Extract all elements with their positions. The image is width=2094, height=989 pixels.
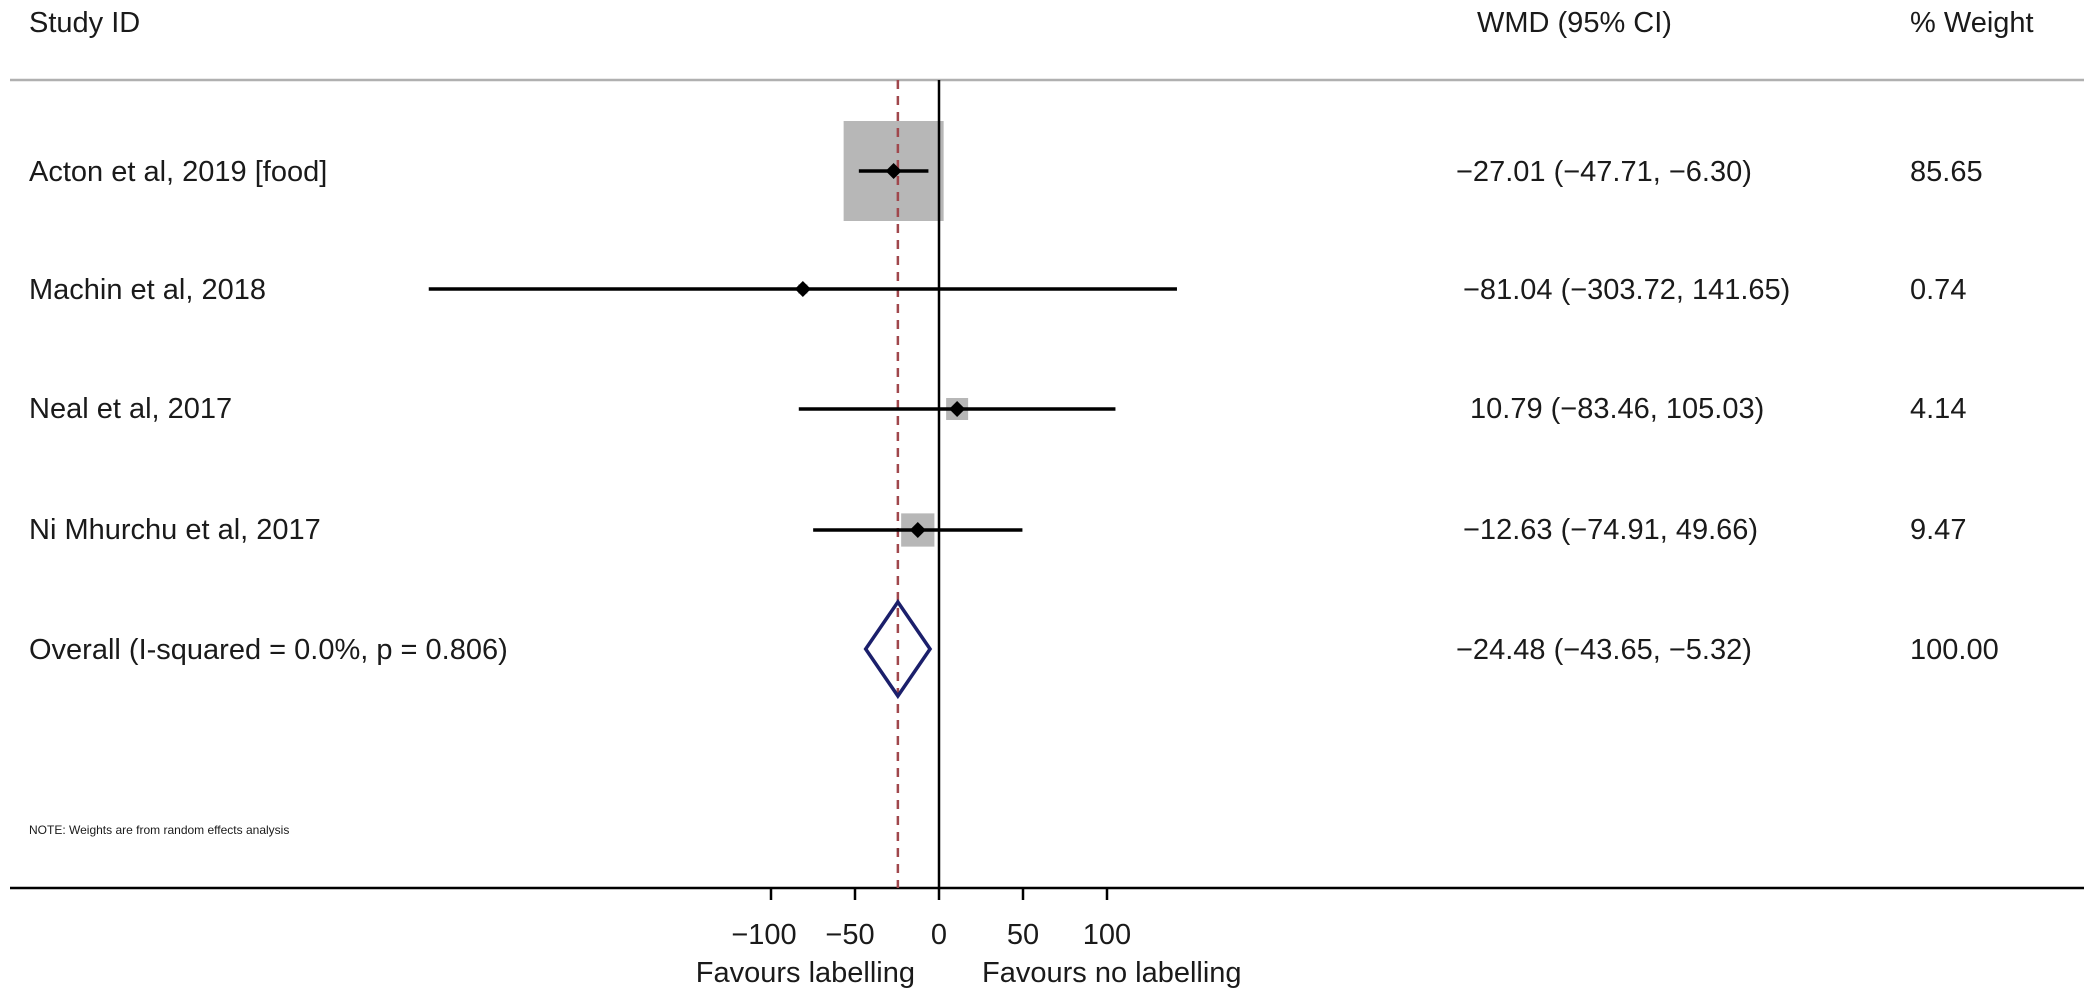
x-tick-label: 100 (1083, 919, 1131, 951)
study-ci-machin: −81.04 (−303.72, 141.65) (1463, 274, 1790, 306)
study-ci-neal: 10.79 (−83.46, 105.03) (1470, 393, 1764, 425)
study-weight-neal: 4.14 (1910, 393, 1966, 425)
x-tick-label: 0 (931, 919, 947, 951)
plot-marks (428, 80, 1177, 900)
study-row: Ni Mhurchu et al, 2017 −12.63 (−74.91, 4… (29, 514, 1966, 546)
favours-left-label: Favours labelling (696, 957, 915, 989)
x-tick-label: −100 (731, 919, 796, 951)
study-weight-acton: 85.65 (1910, 156, 1983, 188)
point-estimate (885, 163, 902, 179)
study-weight-ni-mhurchu: 9.47 (1910, 514, 1966, 546)
overall-ci: −24.48 (−43.65, −5.32) (1456, 634, 1752, 666)
study-label-machin: Machin et al, 2018 (29, 274, 266, 306)
study-label-acton: Acton et al, 2019 [food] (29, 156, 327, 188)
study-row: Neal et al, 2017 10.79 (−83.46, 105.03) … (29, 393, 1966, 425)
weights-note: NOTE: Weights are from random effects an… (29, 823, 289, 837)
favours-right-label: Favours no labelling (982, 957, 1242, 989)
overall-diamond (863, 598, 933, 700)
point-estimate (909, 522, 926, 538)
study-label-neal: Neal et al, 2017 (29, 393, 232, 425)
study-weight-machin: 0.74 (1910, 274, 1966, 306)
overall-row: Overall (I-squared = 0.0%, p = 0.806) −2… (29, 634, 1999, 666)
header-weight: % Weight (1910, 7, 2034, 39)
overall-weight: 100.00 (1910, 634, 1999, 666)
x-tick-label: 50 (1007, 919, 1039, 951)
point-estimate (794, 281, 811, 297)
study-ci-ni-mhurchu: −12.63 (−74.91, 49.66) (1463, 514, 1758, 546)
overall-label: Overall (I-squared = 0.0%, p = 0.806) (29, 634, 508, 666)
point-estimate (949, 401, 966, 417)
header-wmd-ci: WMD (95% CI) (1477, 7, 1672, 39)
study-row: Acton et al, 2019 [food] −27.01 (−47.71,… (29, 156, 1983, 188)
x-tick-label: −50 (825, 919, 874, 951)
study-row: Machin et al, 2018 −81.04 (−303.72, 141.… (29, 274, 1966, 306)
study-label-ni-mhurchu: Ni Mhurchu et al, 2017 (29, 514, 321, 546)
header-study-id: Study ID (29, 7, 140, 39)
study-ci-acton: −27.01 (−47.71, −6.30) (1456, 156, 1752, 188)
